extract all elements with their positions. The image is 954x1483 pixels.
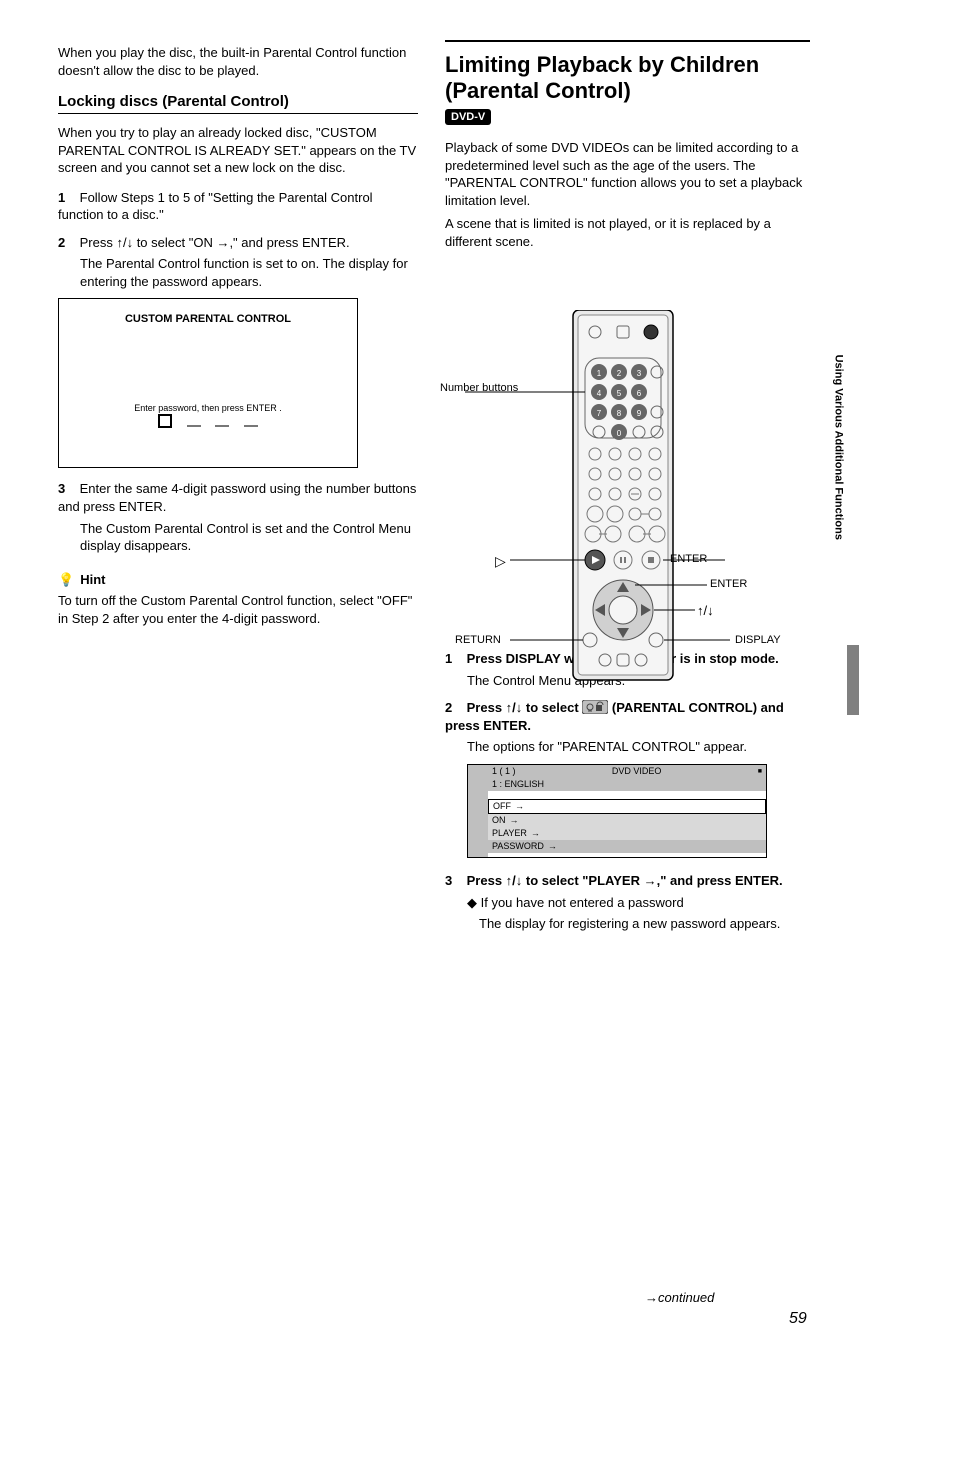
menu-quit-icon: ■: [758, 768, 762, 775]
menu-opt-password: PASSWORD: [492, 842, 544, 851]
step3-aside: The Custom Parental Control is set and t…: [80, 520, 418, 555]
step2-line1: Press ↑/↓ to select "ON →," and press EN…: [80, 235, 350, 250]
pin-digit-1: [158, 414, 172, 428]
section-title-locking: Locking discs (Parental Control): [58, 93, 418, 114]
side-vertical-label: Using Various Additional Functions: [832, 355, 844, 540]
page-title: Limiting Playback by Children (Parental …: [445, 52, 815, 104]
step3-text: Enter the same 4-digit password using th…: [58, 481, 416, 514]
hint-heading: Hint: [58, 571, 418, 589]
label-number-buttons: Number buttons: [440, 382, 550, 394]
svg-text:1: 1: [597, 369, 602, 378]
pin-digit-3: [215, 425, 229, 427]
r-bullet1: ◆ If you have not entered a password: [467, 894, 815, 912]
menu-opt-on: ON: [492, 816, 506, 825]
side-tab: [847, 645, 859, 715]
password-dialog-msg: Enter password, then press ENTER .: [59, 403, 357, 413]
title-rule: [445, 40, 810, 42]
menu-hdr-num: 1 ( 1 ): [492, 767, 516, 776]
lock-intro: When you try to play an already locked d…: [58, 124, 418, 177]
svg-text:9: 9: [637, 409, 642, 418]
svg-text:0: 0: [617, 429, 622, 438]
password-entry-row: [59, 414, 357, 431]
svg-text:6: 6: [637, 389, 642, 398]
para1: Playback of some DVD VIDEOs can be limit…: [445, 139, 815, 209]
para2: A scene that is limited is not played, o…: [445, 215, 815, 250]
svg-text:3: 3: [637, 369, 642, 378]
menu-title-row: 1 : ENGLISH: [492, 780, 544, 789]
menu-disc-info: DVD VIDEO: [612, 767, 662, 776]
svg-text:8: 8: [617, 409, 622, 418]
parental-control-icon: [582, 700, 608, 714]
step-number-3: 3: [58, 480, 76, 498]
step-number-2: 2: [58, 234, 76, 252]
step1-text: Follow Steps 1 to 5 of "Setting the Pare…: [58, 190, 373, 223]
svg-text:4: 4: [597, 389, 602, 398]
label-return: RETURN: [455, 634, 501, 646]
svg-text:7: 7: [597, 409, 602, 418]
svg-text:2: 2: [617, 369, 622, 378]
r-step-number-2: 2: [445, 699, 463, 717]
label-play: [495, 553, 506, 570]
r-bullet1-body: The display for registering a new passwo…: [479, 915, 815, 933]
label-updn: /: [697, 603, 714, 618]
r-step3: Press / to select "PLAYER ," and press E…: [467, 873, 783, 888]
continued-indicator: →continued: [645, 1290, 815, 1305]
pin-digit-4: [244, 425, 258, 427]
r-step-number-3: 3: [445, 872, 463, 890]
step2-line2: The Parental Control function is set to …: [80, 255, 418, 290]
menu-opt-off: OFF: [493, 802, 511, 811]
svg-text:5: 5: [617, 389, 622, 398]
r-step2-b: The options for "PARENTAL CONTROL" appea…: [467, 738, 815, 756]
hint-body: To turn off the Custom Parental Control …: [58, 592, 418, 627]
menu-opt-player: PLAYER: [492, 829, 527, 838]
label-display: DISPLAY: [735, 634, 781, 646]
label-enter-bot: ENTER: [710, 578, 747, 590]
step-number-1: 1: [58, 189, 76, 207]
right-column: Limiting Playback by Children (Parental …: [445, 40, 815, 937]
remote-diagram: 1 2 3 4 5 6 7 8 9 0: [445, 310, 815, 690]
page-number: 59: [789, 1310, 807, 1328]
label-enter-top: ENTER: [670, 553, 707, 565]
password-dialog-header: CUSTOM PARENTAL CONTROL: [59, 299, 357, 325]
intro-para: When you play the disc, the built-in Par…: [58, 44, 418, 79]
left-column: When you play the disc, the built-in Par…: [58, 40, 418, 631]
password-dialog: CUSTOM PARENTAL CONTROL Enter password, …: [58, 298, 358, 468]
pin-digit-2: [187, 425, 201, 427]
control-menu-ui: 1 ( 1 ) DVD VIDEO ■ 1 : ENGLISH OFF: [467, 764, 767, 858]
dvdv-badge: DVD-V: [445, 109, 491, 125]
r-step2-a-before: Press / to select: [467, 700, 583, 715]
